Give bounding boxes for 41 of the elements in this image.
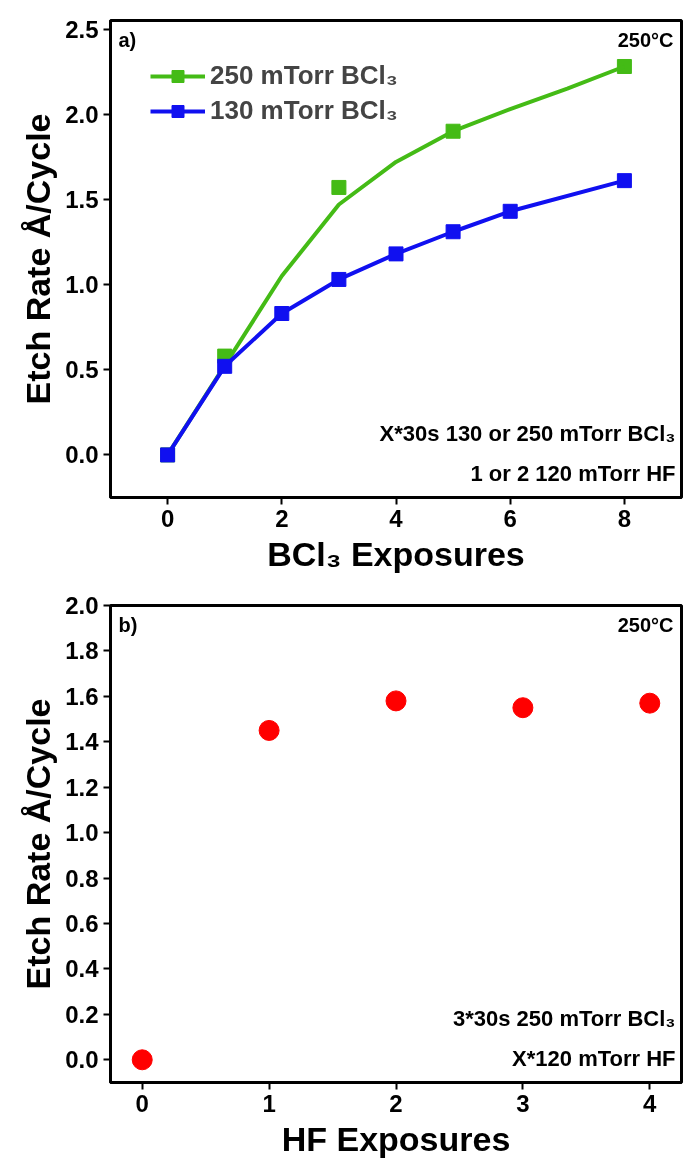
annotation: 250°C xyxy=(617,613,674,636)
y-tick-label: 2.5 xyxy=(65,15,99,43)
x-tick-label: 2 xyxy=(389,1089,403,1117)
annotation: 3*30s 250 mTorr BCl₃ xyxy=(452,1005,676,1031)
y-tick-label: 1.8 xyxy=(65,637,99,665)
y-tick-label: 1.5 xyxy=(65,185,99,213)
x-tick-label: 4 xyxy=(643,1089,658,1117)
x-tick-label: 3 xyxy=(516,1089,530,1117)
y-tick-label: 2.0 xyxy=(65,100,99,128)
x-tick-label: 6 xyxy=(503,504,517,532)
annotation: b) xyxy=(118,613,138,636)
x-tick-label: 4 xyxy=(389,504,404,532)
x-axis-title: BCl₃ Exposures xyxy=(267,534,525,573)
y-tick-label: 0.0 xyxy=(65,441,99,469)
y-tick-label: 0.6 xyxy=(65,910,99,937)
y-tick-label: 2.0 xyxy=(65,592,99,619)
annotation: 250°C xyxy=(617,28,674,51)
y-tick-label: 1.6 xyxy=(65,682,99,710)
y-tick-label: 1.0 xyxy=(65,271,99,299)
y-tick-label: 1.0 xyxy=(65,819,99,847)
y-axis-title: Etch Rate Å/Cycle xyxy=(19,698,58,990)
y-tick-label: 0.5 xyxy=(65,356,99,384)
y-tick-label: 0.0 xyxy=(65,1046,99,1074)
x-tick-label: 0 xyxy=(160,504,175,532)
y-tick-label: 1.2 xyxy=(65,773,99,801)
annotation: 1 or 2 120 mTorr HF xyxy=(470,460,676,486)
legend-label: 250 mTorr BCl₃ xyxy=(210,60,398,91)
y-tick-label: 0.8 xyxy=(65,864,99,892)
x-axis-title: HF Exposures xyxy=(281,1119,511,1158)
y-tick-label: 0.4 xyxy=(65,955,100,983)
x-tick-label: 1 xyxy=(262,1089,276,1117)
y-tick-label: 1.4 xyxy=(65,728,100,756)
y-tick-label: 0.2 xyxy=(65,1000,99,1028)
legend-label: 130 mTorr BCl₃ xyxy=(210,95,398,126)
x-tick-label: 8 xyxy=(617,504,632,532)
annotation: X*30s 130 or 250 mTorr BCl₃ xyxy=(379,420,676,446)
annotation: a) xyxy=(118,28,137,51)
x-tick-label: 2 xyxy=(275,504,289,532)
x-tick-label: 0 xyxy=(135,1089,149,1117)
y-axis-title: Etch Rate Å/Cycle xyxy=(19,113,58,405)
annotation: X*120 mTorr HF xyxy=(512,1045,676,1071)
